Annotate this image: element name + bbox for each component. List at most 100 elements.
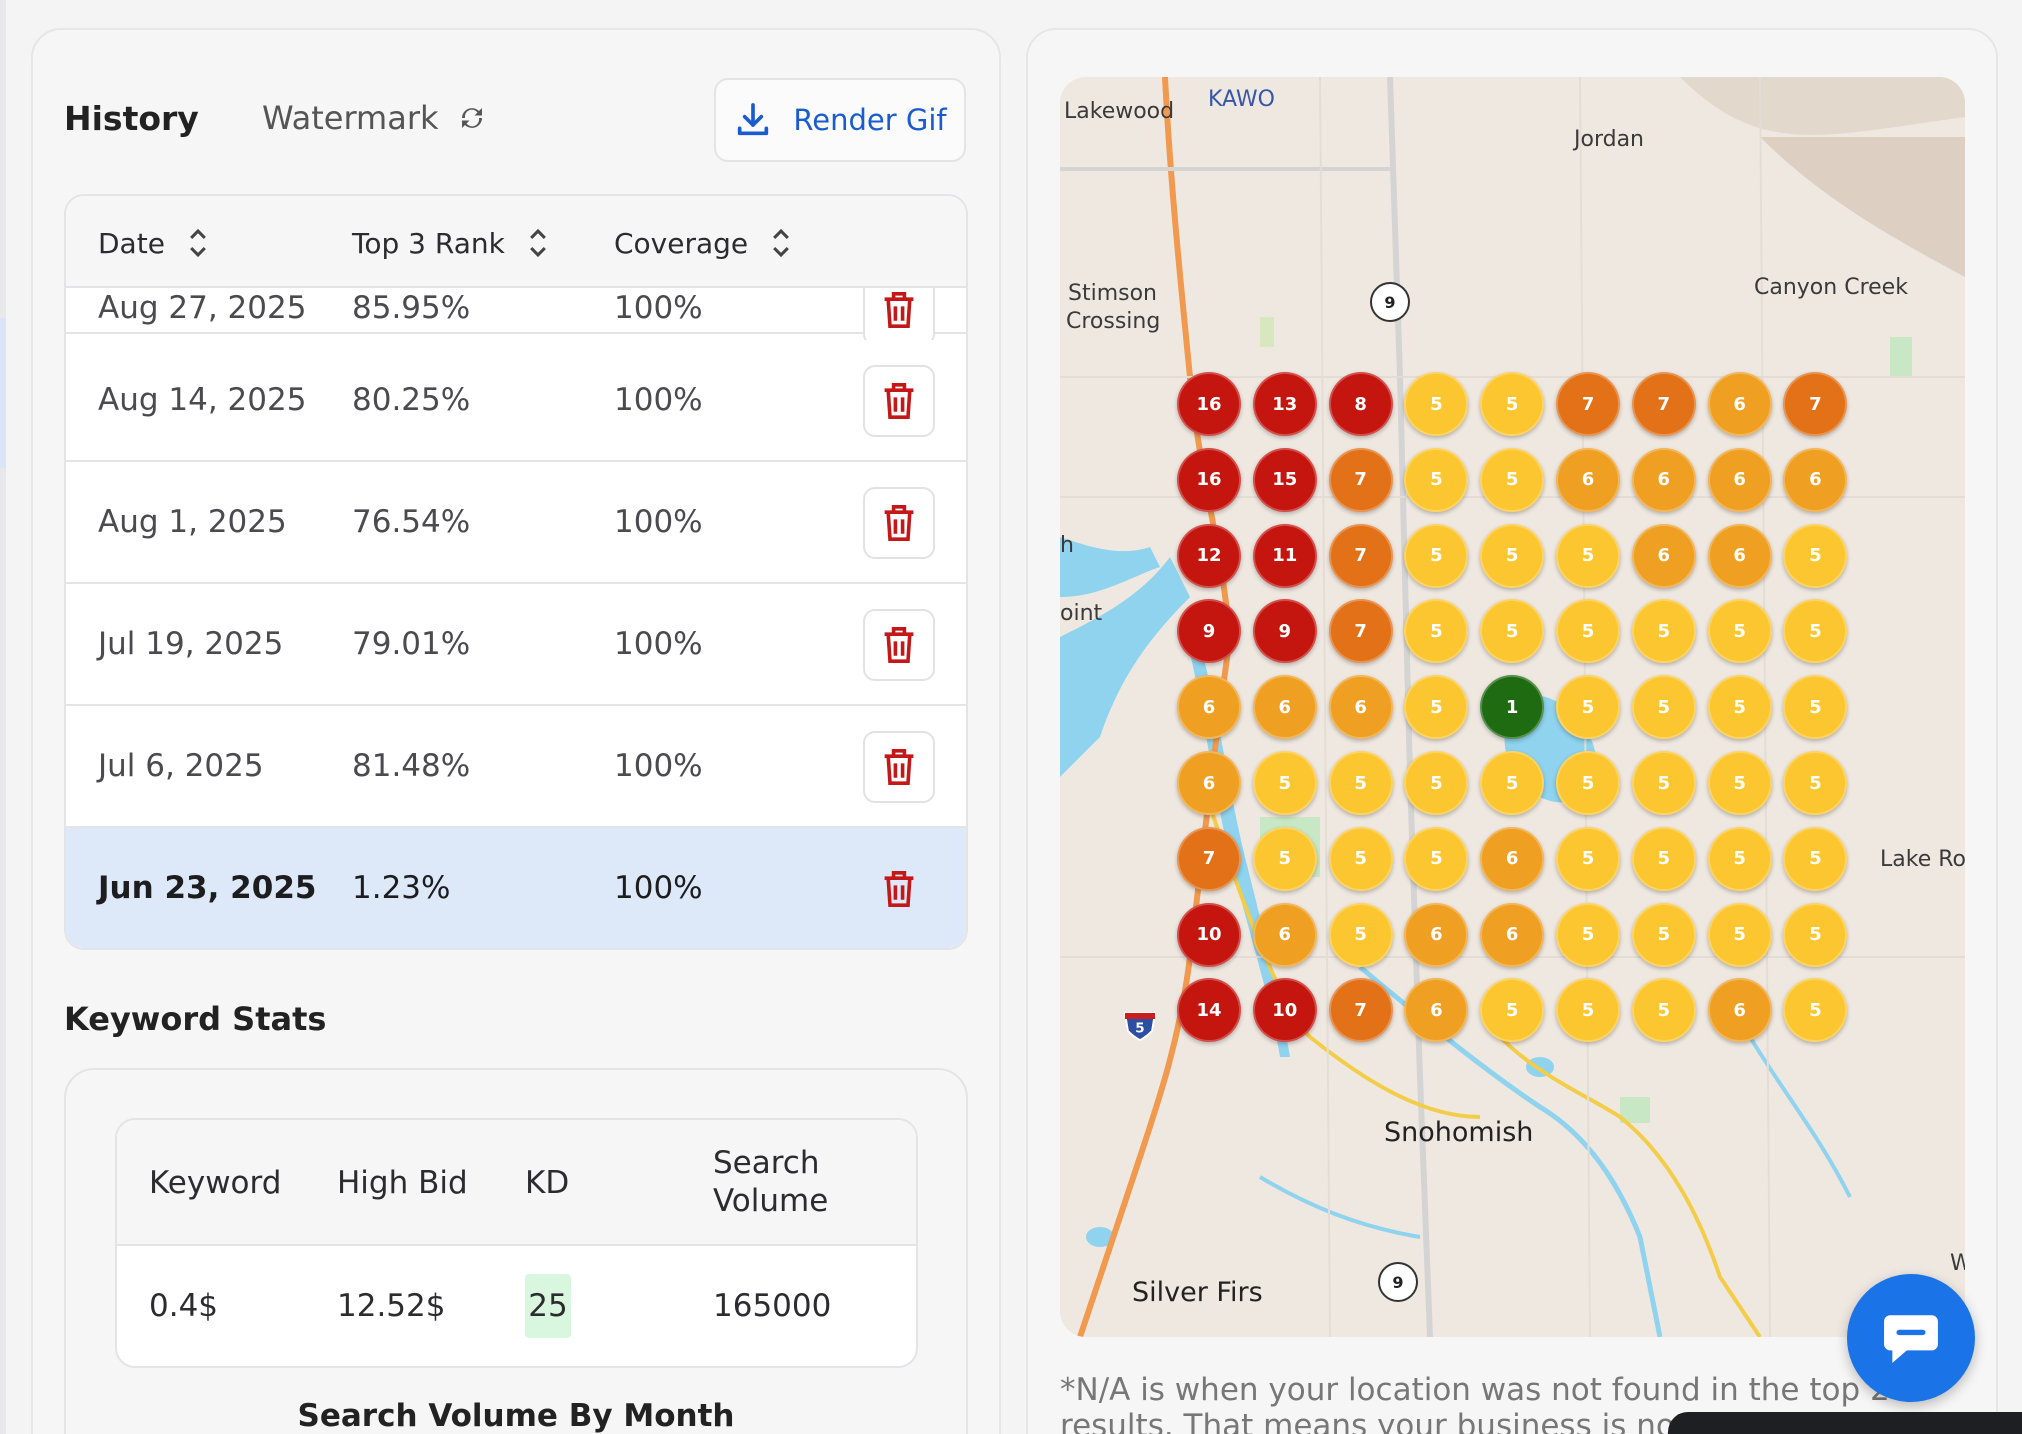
rank-point[interactable]: 5 [1556,523,1620,588]
render-gif-button[interactable]: Render Gif [714,78,966,162]
rank-point[interactable]: 6 [1631,523,1696,588]
rank-point[interactable]: 5 [1480,447,1545,512]
column-top3-rank[interactable]: Top 3 Rank [352,226,549,260]
rank-point[interactable]: 6 [1707,523,1772,588]
rank-point[interactable]: 7 [1556,372,1620,436]
render-gif-label: Render Gif [793,103,947,137]
rank-point[interactable]: 7 [1328,978,1393,1043]
rank-point[interactable]: 16 [1177,447,1241,512]
rank-point[interactable]: 5 [1480,599,1545,664]
rank-point[interactable]: 5 [1328,751,1393,815]
rank-point[interactable]: 5 [1404,523,1469,588]
rank-point[interactable]: 5 [1631,675,1696,740]
rank-point[interactable]: 5 [1252,751,1317,815]
rank-point[interactable]: 5 [1480,751,1545,815]
rank-point[interactable]: 14 [1177,978,1241,1043]
rank-point[interactable]: 11 [1252,523,1317,588]
rank-point[interactable]: 10 [1252,978,1317,1043]
column-coverage[interactable]: Coverage [614,226,792,260]
rank-point[interactable]: 5 [1404,826,1469,891]
rank-point[interactable]: 5 [1556,978,1620,1043]
rank-point[interactable]: 5 [1783,826,1848,891]
history-row-selected[interactable]: Jun 23, 2025 1.23% 100% [66,828,966,948]
rank-point[interactable]: 6 [1177,675,1241,740]
rank-point[interactable]: 7 [1328,447,1393,512]
rank-point[interactable]: 6 [1707,372,1772,436]
rank-point[interactable]: 6 [1328,675,1393,740]
rank-point[interactable]: 5 [1556,826,1620,891]
rank-point[interactable]: 6 [1556,447,1620,512]
rank-point[interactable]: 5 [1404,447,1469,512]
rank-point[interactable]: 5 [1404,372,1469,436]
rank-point[interactable]: 5 [1631,599,1696,664]
rank-point[interactable]: 5 [1328,902,1393,967]
rank-point[interactable]: 5 [1404,751,1469,815]
rank-point[interactable]: 5 [1404,599,1469,664]
history-row[interactable]: Jul 19, 2025 79.01% 100% [66,584,966,706]
delete-button[interactable] [863,487,935,559]
watermark-toggle[interactable]: Watermark [262,99,487,137]
rank-point[interactable]: 7 [1328,599,1393,664]
delete-button[interactable] [863,609,935,681]
delete-button[interactable] [863,731,935,803]
rank-point[interactable]: 5 [1631,751,1696,815]
rank-point[interactable]: 5 [1783,675,1848,740]
history-row[interactable]: Aug 14, 2025 80.25% 100% [66,340,966,462]
rank-point[interactable]: 5 [1783,599,1848,664]
history-row[interactable]: Aug 1, 2025 76.54% 100% [66,462,966,584]
rank-point[interactable]: 5 [1556,902,1620,967]
rank-point[interactable]: 9 [1177,599,1241,664]
rank-point[interactable]: 5 [1556,675,1620,740]
rank-point[interactable]: 12 [1177,523,1241,588]
rank-point[interactable]: 5 [1328,826,1393,891]
column-date[interactable]: Date [98,226,209,260]
rank-point[interactable]: 5 [1783,902,1848,967]
rank-point[interactable]: 5 [1631,826,1696,891]
delete-button[interactable] [863,365,935,437]
rank-point[interactable]: 6 [1480,902,1545,967]
rank-point[interactable]: 5 [1707,599,1772,664]
rank-point[interactable]: 16 [1177,372,1241,436]
rank-point[interactable]: 6 [1707,978,1772,1043]
rank-point[interactable]: 7 [1783,372,1848,436]
rank-point[interactable]: 6 [1707,447,1772,512]
rank-point[interactable]: 5 [1707,826,1772,891]
rank-point[interactable]: 5 [1480,372,1545,436]
rank-point[interactable]: 5 [1252,826,1317,891]
rank-point[interactable]: 5 [1631,978,1696,1043]
delete-button[interactable] [863,853,935,925]
rank-point[interactable]: 8 [1328,372,1393,436]
rank-point[interactable]: 6 [1252,675,1317,740]
rank-point[interactable]: 10 [1177,902,1241,967]
rank-point[interactable]: 5 [1556,751,1620,815]
rank-point[interactable]: 5 [1480,978,1545,1043]
rank-point[interactable]: 6 [1404,978,1469,1043]
rank-point[interactable]: 6 [1252,902,1317,967]
chat-button[interactable] [1847,1274,1975,1402]
rank-point[interactable]: 6 [1631,447,1696,512]
rank-point[interactable]: 6 [1404,902,1469,967]
refresh-icon[interactable] [457,103,487,133]
rank-point[interactable]: 1 [1480,675,1545,740]
rank-point[interactable]: 5 [1707,902,1772,967]
rank-point[interactable]: 5 [1480,523,1545,588]
rank-point[interactable]: 5 [1783,751,1848,815]
rank-point[interactable]: 5 [1556,599,1620,664]
rank-point[interactable]: 5 [1631,902,1696,967]
rank-point[interactable]: 15 [1252,447,1317,512]
rank-point[interactable]: 5 [1707,751,1772,815]
rank-point[interactable]: 6 [1177,751,1241,815]
rank-point[interactable]: 13 [1252,372,1317,436]
rank-point[interactable]: 5 [1783,523,1848,588]
rank-point[interactable]: 7 [1328,523,1393,588]
rank-point[interactable]: 5 [1404,675,1469,740]
history-row[interactable]: Jul 6, 2025 81.48% 100% [66,706,966,828]
rank-point[interactable]: 5 [1707,675,1772,740]
rank-point[interactable]: 6 [1480,826,1545,891]
rank-point[interactable]: 5 [1783,978,1848,1043]
rank-point[interactable]: 6 [1783,447,1848,512]
rank-point[interactable]: 7 [1177,826,1241,891]
rank-point[interactable]: 9 [1252,599,1317,664]
rank-map[interactable]: Lakewood KAWO Jordan Stimson Crossing Ca… [1060,77,1965,1337]
rank-point[interactable]: 7 [1631,372,1696,436]
